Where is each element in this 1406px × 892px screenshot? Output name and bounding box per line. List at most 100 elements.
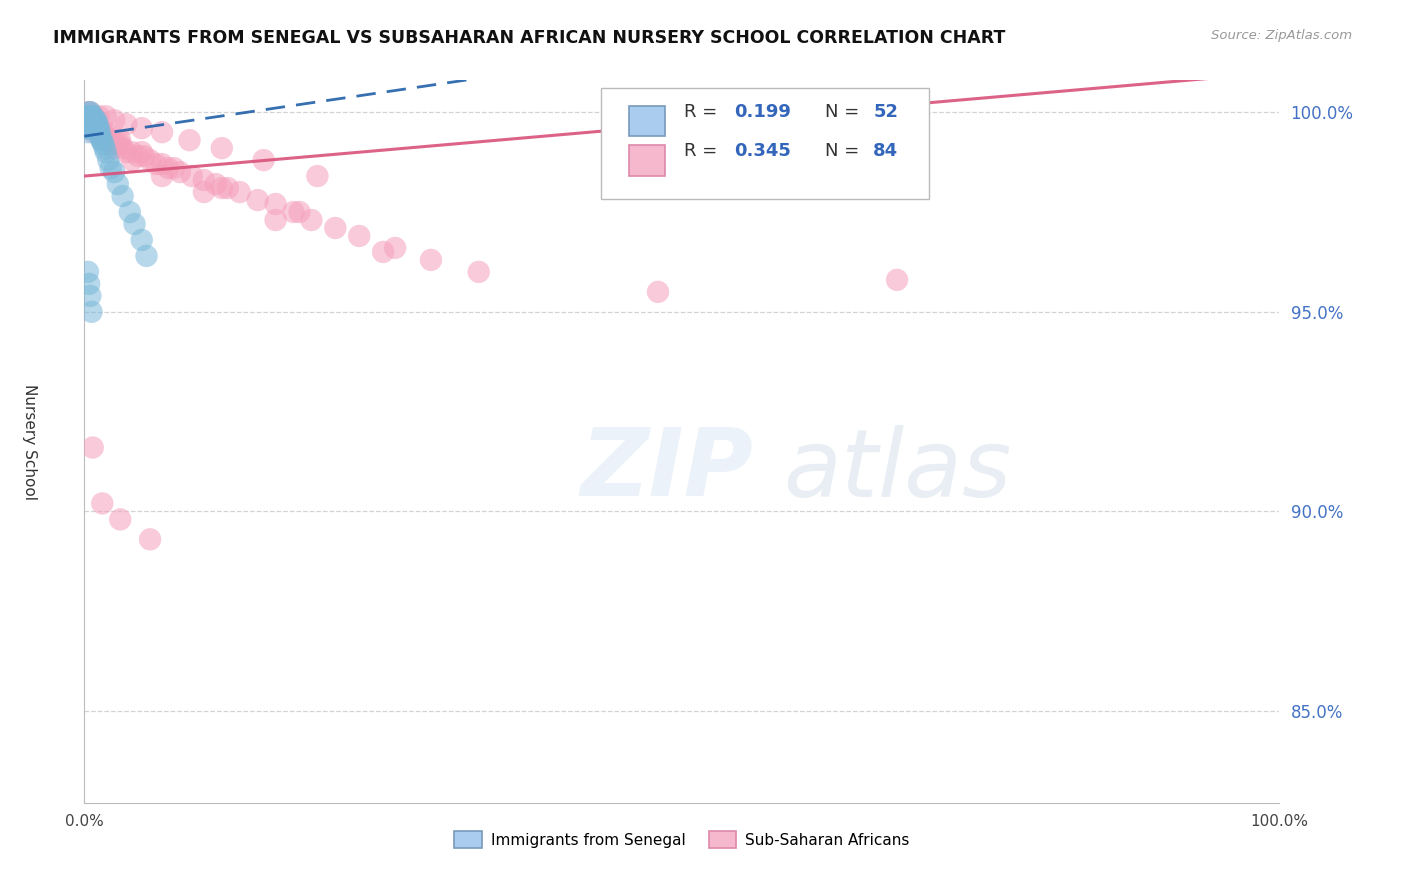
Point	[77, 113, 100, 128]
Point	[301, 213, 323, 227]
Point	[94, 109, 117, 123]
Point	[420, 252, 443, 267]
Point	[82, 113, 104, 128]
Point	[111, 189, 134, 203]
Point	[77, 113, 100, 128]
Point	[83, 117, 105, 131]
Point	[77, 265, 100, 279]
Point	[150, 157, 173, 171]
Point	[100, 133, 122, 147]
Text: ZIP: ZIP	[581, 425, 754, 516]
Point	[82, 109, 104, 123]
Point	[150, 125, 173, 139]
Point	[886, 273, 908, 287]
Point	[80, 109, 103, 123]
Point	[264, 213, 287, 227]
Point	[91, 133, 114, 147]
Point	[150, 169, 173, 183]
Point	[79, 289, 101, 303]
FancyBboxPatch shape	[630, 105, 665, 136]
Point	[80, 305, 103, 319]
Point	[91, 125, 114, 139]
Point	[80, 113, 103, 128]
FancyBboxPatch shape	[600, 87, 929, 200]
Text: atlas: atlas	[783, 425, 1012, 516]
Point	[468, 265, 491, 279]
Point	[135, 249, 157, 263]
FancyBboxPatch shape	[630, 145, 665, 176]
Point	[121, 153, 143, 168]
Point	[83, 109, 105, 123]
Text: 0.345: 0.345	[734, 143, 792, 161]
Point	[82, 117, 104, 131]
Point	[76, 109, 98, 123]
Point	[139, 153, 162, 168]
Point	[91, 496, 114, 510]
Point	[77, 121, 100, 136]
Text: N =: N =	[825, 103, 865, 120]
Point	[384, 241, 406, 255]
Point	[193, 185, 215, 199]
Point	[82, 441, 104, 455]
Point	[246, 193, 269, 207]
Point	[77, 117, 100, 131]
Point	[89, 125, 111, 139]
Point	[76, 109, 98, 123]
Point	[77, 109, 100, 123]
Point	[86, 117, 108, 131]
Point	[325, 221, 347, 235]
Point	[89, 129, 111, 144]
Point	[217, 181, 239, 195]
Point	[79, 113, 101, 128]
Point	[77, 113, 100, 128]
Point	[124, 217, 146, 231]
Point	[90, 125, 112, 139]
Point	[103, 165, 125, 179]
Point	[131, 233, 153, 247]
Point	[79, 105, 101, 120]
Point	[132, 149, 156, 163]
Point	[91, 133, 114, 147]
Point	[77, 109, 100, 123]
Point	[163, 161, 186, 175]
Point	[79, 105, 101, 120]
Point	[87, 121, 110, 136]
Point	[205, 177, 228, 191]
Point	[79, 109, 101, 123]
Point	[111, 141, 134, 155]
Point	[86, 113, 108, 128]
Text: 0.199: 0.199	[734, 103, 792, 120]
Point	[86, 121, 108, 136]
Point	[79, 117, 101, 131]
Point	[193, 173, 215, 187]
Point	[80, 117, 103, 131]
Point	[110, 133, 132, 147]
Text: 84: 84	[873, 143, 898, 161]
Point	[79, 121, 101, 136]
Point	[84, 117, 107, 131]
Point	[107, 177, 129, 191]
Point	[86, 117, 108, 131]
Text: R =: R =	[685, 103, 723, 120]
Point	[77, 121, 100, 136]
Text: IMMIGRANTS FROM SENEGAL VS SUBSAHARAN AFRICAN NURSERY SCHOOL CORRELATION CHART: IMMIGRANTS FROM SENEGAL VS SUBSAHARAN AF…	[53, 29, 1005, 46]
Point	[94, 125, 117, 139]
Point	[83, 125, 105, 139]
Point	[97, 153, 120, 168]
Point	[264, 197, 287, 211]
Point	[94, 145, 117, 160]
Point	[131, 145, 153, 160]
Point	[79, 113, 101, 128]
Point	[86, 117, 108, 131]
Point	[87, 109, 110, 123]
Point	[211, 181, 233, 195]
Point	[110, 137, 132, 152]
Y-axis label: Nursery School: Nursery School	[22, 384, 37, 500]
Point	[77, 105, 100, 120]
Point	[145, 157, 167, 171]
Text: 52: 52	[873, 103, 898, 120]
Point	[121, 145, 143, 160]
Text: Source: ZipAtlas.com: Source: ZipAtlas.com	[1212, 29, 1353, 42]
Point	[103, 137, 125, 152]
Text: N =: N =	[825, 143, 865, 161]
